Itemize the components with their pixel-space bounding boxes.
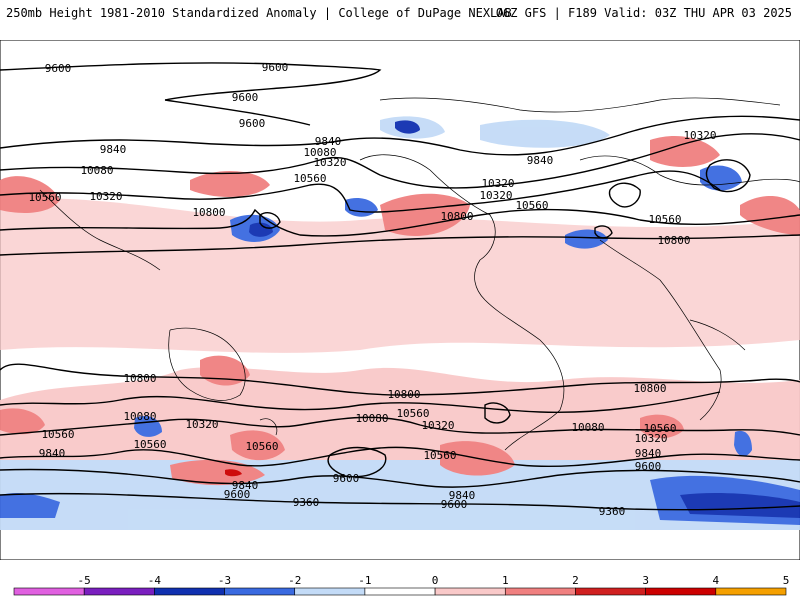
contour-label: 9600 [239, 117, 266, 130]
contour-label: 9600 [441, 498, 468, 511]
contour-label: 10800 [657, 234, 690, 247]
contour-label: 10320 [185, 418, 218, 431]
contour-label: 10560 [293, 172, 326, 185]
contour-label: 10080 [355, 412, 388, 425]
height-contours [0, 62, 800, 511]
colorbar-segment [83, 587, 155, 596]
colorbar-segment [504, 587, 576, 596]
colorbar-tick-label: -5 [78, 574, 91, 587]
colorbar-segment [645, 587, 717, 596]
colorbar-legend: -5 -4 -3 -2 -1 0 1 2 3 4 5 [0, 560, 800, 600]
contour-label: 10800 [192, 206, 225, 219]
contour-label: 9600 [224, 488, 251, 501]
colorbar-tick-label: 5 [783, 574, 790, 587]
colorbar-segment [154, 587, 225, 596]
contour-label: 9360 [293, 496, 320, 509]
contour-label: 10560 [41, 428, 74, 441]
contour-label: 10560 [133, 438, 166, 451]
contour-label: 10320 [313, 156, 346, 169]
contour-label: 10320 [89, 190, 122, 203]
contour-label: 9600 [45, 62, 72, 75]
colorbar-svg: -5 -4 -3 -2 -1 0 1 2 3 4 5 [13, 574, 790, 596]
contour-label: 10560 [245, 440, 278, 453]
contour-label: 10320 [683, 129, 716, 142]
contour-label: 9840 [635, 447, 662, 460]
contour-label: 10560 [28, 191, 61, 204]
contour-label: 9360 [599, 505, 626, 518]
contour-label: 9840 [449, 489, 476, 502]
colorbar-segment [715, 587, 787, 596]
contour-label: 10080 [571, 421, 604, 434]
contour-label: 10800 [633, 382, 666, 395]
colorbar-segments [13, 587, 787, 596]
contour-label: 10080 [80, 164, 113, 177]
contour-label: 10320 [479, 189, 512, 202]
colorbar-tick-label: -2 [288, 574, 301, 587]
colorbar-segment [224, 587, 296, 596]
map-svg: 9600 9600 9600 9600 9840 9840 9840 10080… [0, 39, 800, 561]
contour-label: 9600 [262, 61, 289, 74]
colorbar-segment [364, 587, 436, 596]
header-bar: 250mb Height 1981-2010 Standardized Anom… [0, 0, 800, 40]
contour-label: 10560 [648, 213, 681, 226]
anomaly-map: 9600 9600 9600 9600 9840 9840 9840 10080… [0, 39, 800, 561]
contour-label: 10560 [515, 199, 548, 212]
colorbar-tick-label: -1 [358, 574, 371, 587]
contour-label: 9840 [39, 447, 66, 460]
colorbar-segment [294, 587, 366, 596]
contour-label: 10560 [643, 422, 676, 435]
contour-label: 9600 [232, 91, 259, 104]
contour-label: 10080 [123, 410, 156, 423]
contour-label: 9600 [635, 460, 662, 473]
contour-label-group: 9600 9600 9600 9600 9840 9840 9840 10080… [28, 61, 716, 518]
colorbar-tick-label: 0 [432, 574, 439, 587]
contour-label: 9840 [100, 143, 127, 156]
contour-label: 10080 [303, 146, 336, 159]
contour-label: 9840 [232, 479, 259, 492]
contour-label: 10560 [396, 407, 429, 420]
colorbar-ticks: -5 -4 -3 -2 -1 0 1 2 3 4 5 [78, 574, 790, 587]
contour-label: 9840 [315, 135, 342, 148]
colorbar-tick-label: -3 [218, 574, 231, 587]
contour-label: 10800 [440, 210, 473, 223]
colorbar-tick-label: 4 [713, 574, 720, 587]
coastlines [39, 97, 800, 451]
contour-label: 10800 [123, 372, 156, 385]
map-title: 250mb Height 1981-2010 Standardized Anom… [6, 6, 512, 20]
colorbar-tick-label: 2 [572, 574, 579, 587]
colorbar-segment [13, 587, 85, 596]
contour-label: 10800 [387, 388, 420, 401]
contour-label: 9840 [527, 154, 554, 167]
colorbar-segment [575, 587, 646, 596]
colorbar-segment [434, 587, 506, 596]
contour-label: 10320 [634, 432, 667, 445]
contour-label: 10320 [421, 419, 454, 432]
contour-label: 10320 [481, 177, 514, 190]
colorbar-tick-label: 1 [502, 574, 509, 587]
colorbar-tick-label: 3 [642, 574, 649, 587]
contour-label: 9600 [333, 472, 360, 485]
model-run-info: 06Z GFS | F189 Valid: 03Z THU APR 03 202… [495, 6, 792, 20]
contour-label: 10560 [423, 449, 456, 462]
colorbar-tick-label: -4 [148, 574, 162, 587]
